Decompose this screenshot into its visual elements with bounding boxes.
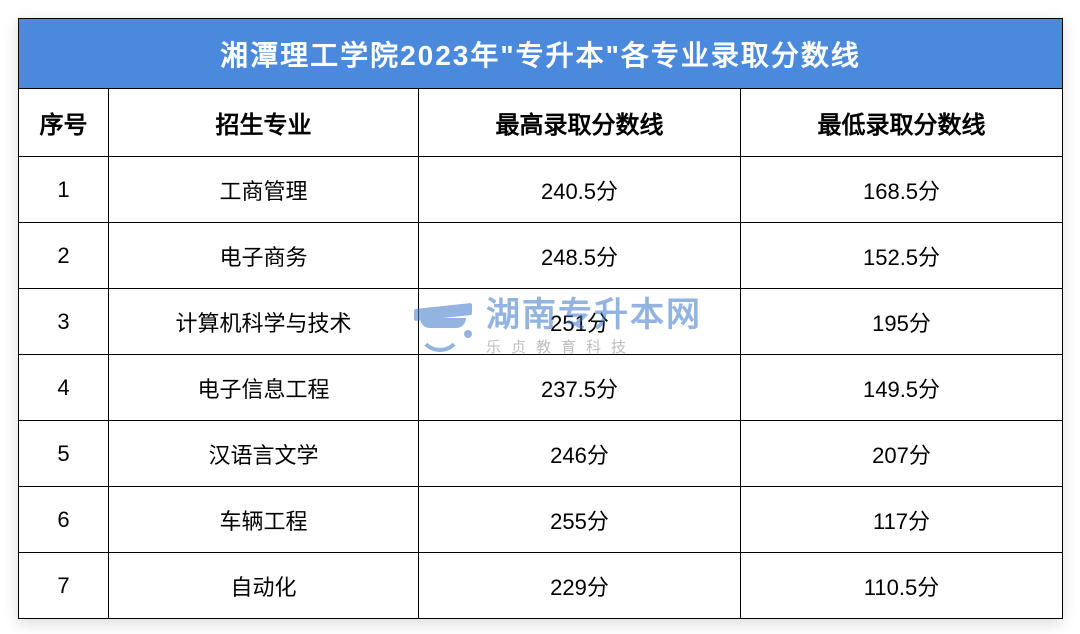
cell-seq: 2 — [19, 223, 109, 289]
cell-max: 248.5分 — [419, 223, 741, 289]
cell-seq: 7 — [19, 553, 109, 619]
table-row: 2 电子商务 248.5分 152.5分 — [19, 223, 1063, 289]
cell-major: 车辆工程 — [109, 487, 419, 553]
cell-seq: 6 — [19, 487, 109, 553]
cell-seq: 4 — [19, 355, 109, 421]
cell-major: 计算机科学与技术 — [109, 289, 419, 355]
col-header-major: 招生专业 — [109, 89, 419, 157]
cell-min: 168.5分 — [741, 157, 1063, 223]
table-row: 1 工商管理 240.5分 168.5分 — [19, 157, 1063, 223]
table-header-row: 序号 招生专业 最高录取分数线 最低录取分数线 — [19, 89, 1063, 157]
col-header-max: 最高录取分数线 — [419, 89, 741, 157]
cell-min: 195分 — [741, 289, 1063, 355]
cell-seq: 1 — [19, 157, 109, 223]
cell-seq: 5 — [19, 421, 109, 487]
cell-max: 237.5分 — [419, 355, 741, 421]
cell-major: 汉语言文学 — [109, 421, 419, 487]
cell-seq: 3 — [19, 289, 109, 355]
table-row: 5 汉语言文学 246分 207分 — [19, 421, 1063, 487]
col-header-seq: 序号 — [19, 89, 109, 157]
cell-max: 246分 — [419, 421, 741, 487]
table-body: 1 工商管理 240.5分 168.5分 2 电子商务 248.5分 152.5… — [19, 157, 1063, 619]
cell-max: 229分 — [419, 553, 741, 619]
cell-min: 149.5分 — [741, 355, 1063, 421]
score-table-container: 湘潭理工学院2023年"专升本"各专业录取分数线 序号 招生专业 最高录取分数线… — [18, 18, 1062, 619]
cell-min: 117分 — [741, 487, 1063, 553]
cell-major: 电子信息工程 — [109, 355, 419, 421]
table-title: 湘潭理工学院2023年"专升本"各专业录取分数线 — [19, 19, 1063, 89]
cell-min: 152.5分 — [741, 223, 1063, 289]
col-header-min: 最低录取分数线 — [741, 89, 1063, 157]
cell-min: 207分 — [741, 421, 1063, 487]
table-row: 7 自动化 229分 110.5分 — [19, 553, 1063, 619]
cell-min: 110.5分 — [741, 553, 1063, 619]
cell-max: 240.5分 — [419, 157, 741, 223]
table-row: 4 电子信息工程 237.5分 149.5分 — [19, 355, 1063, 421]
cell-major: 工商管理 — [109, 157, 419, 223]
cell-major: 电子商务 — [109, 223, 419, 289]
score-table: 湘潭理工学院2023年"专升本"各专业录取分数线 序号 招生专业 最高录取分数线… — [18, 18, 1063, 619]
table-row: 3 计算机科学与技术 251分 195分 — [19, 289, 1063, 355]
cell-major: 自动化 — [109, 553, 419, 619]
cell-max: 251分 — [419, 289, 741, 355]
cell-max: 255分 — [419, 487, 741, 553]
table-title-row: 湘潭理工学院2023年"专升本"各专业录取分数线 — [19, 19, 1063, 89]
table-row: 6 车辆工程 255分 117分 — [19, 487, 1063, 553]
